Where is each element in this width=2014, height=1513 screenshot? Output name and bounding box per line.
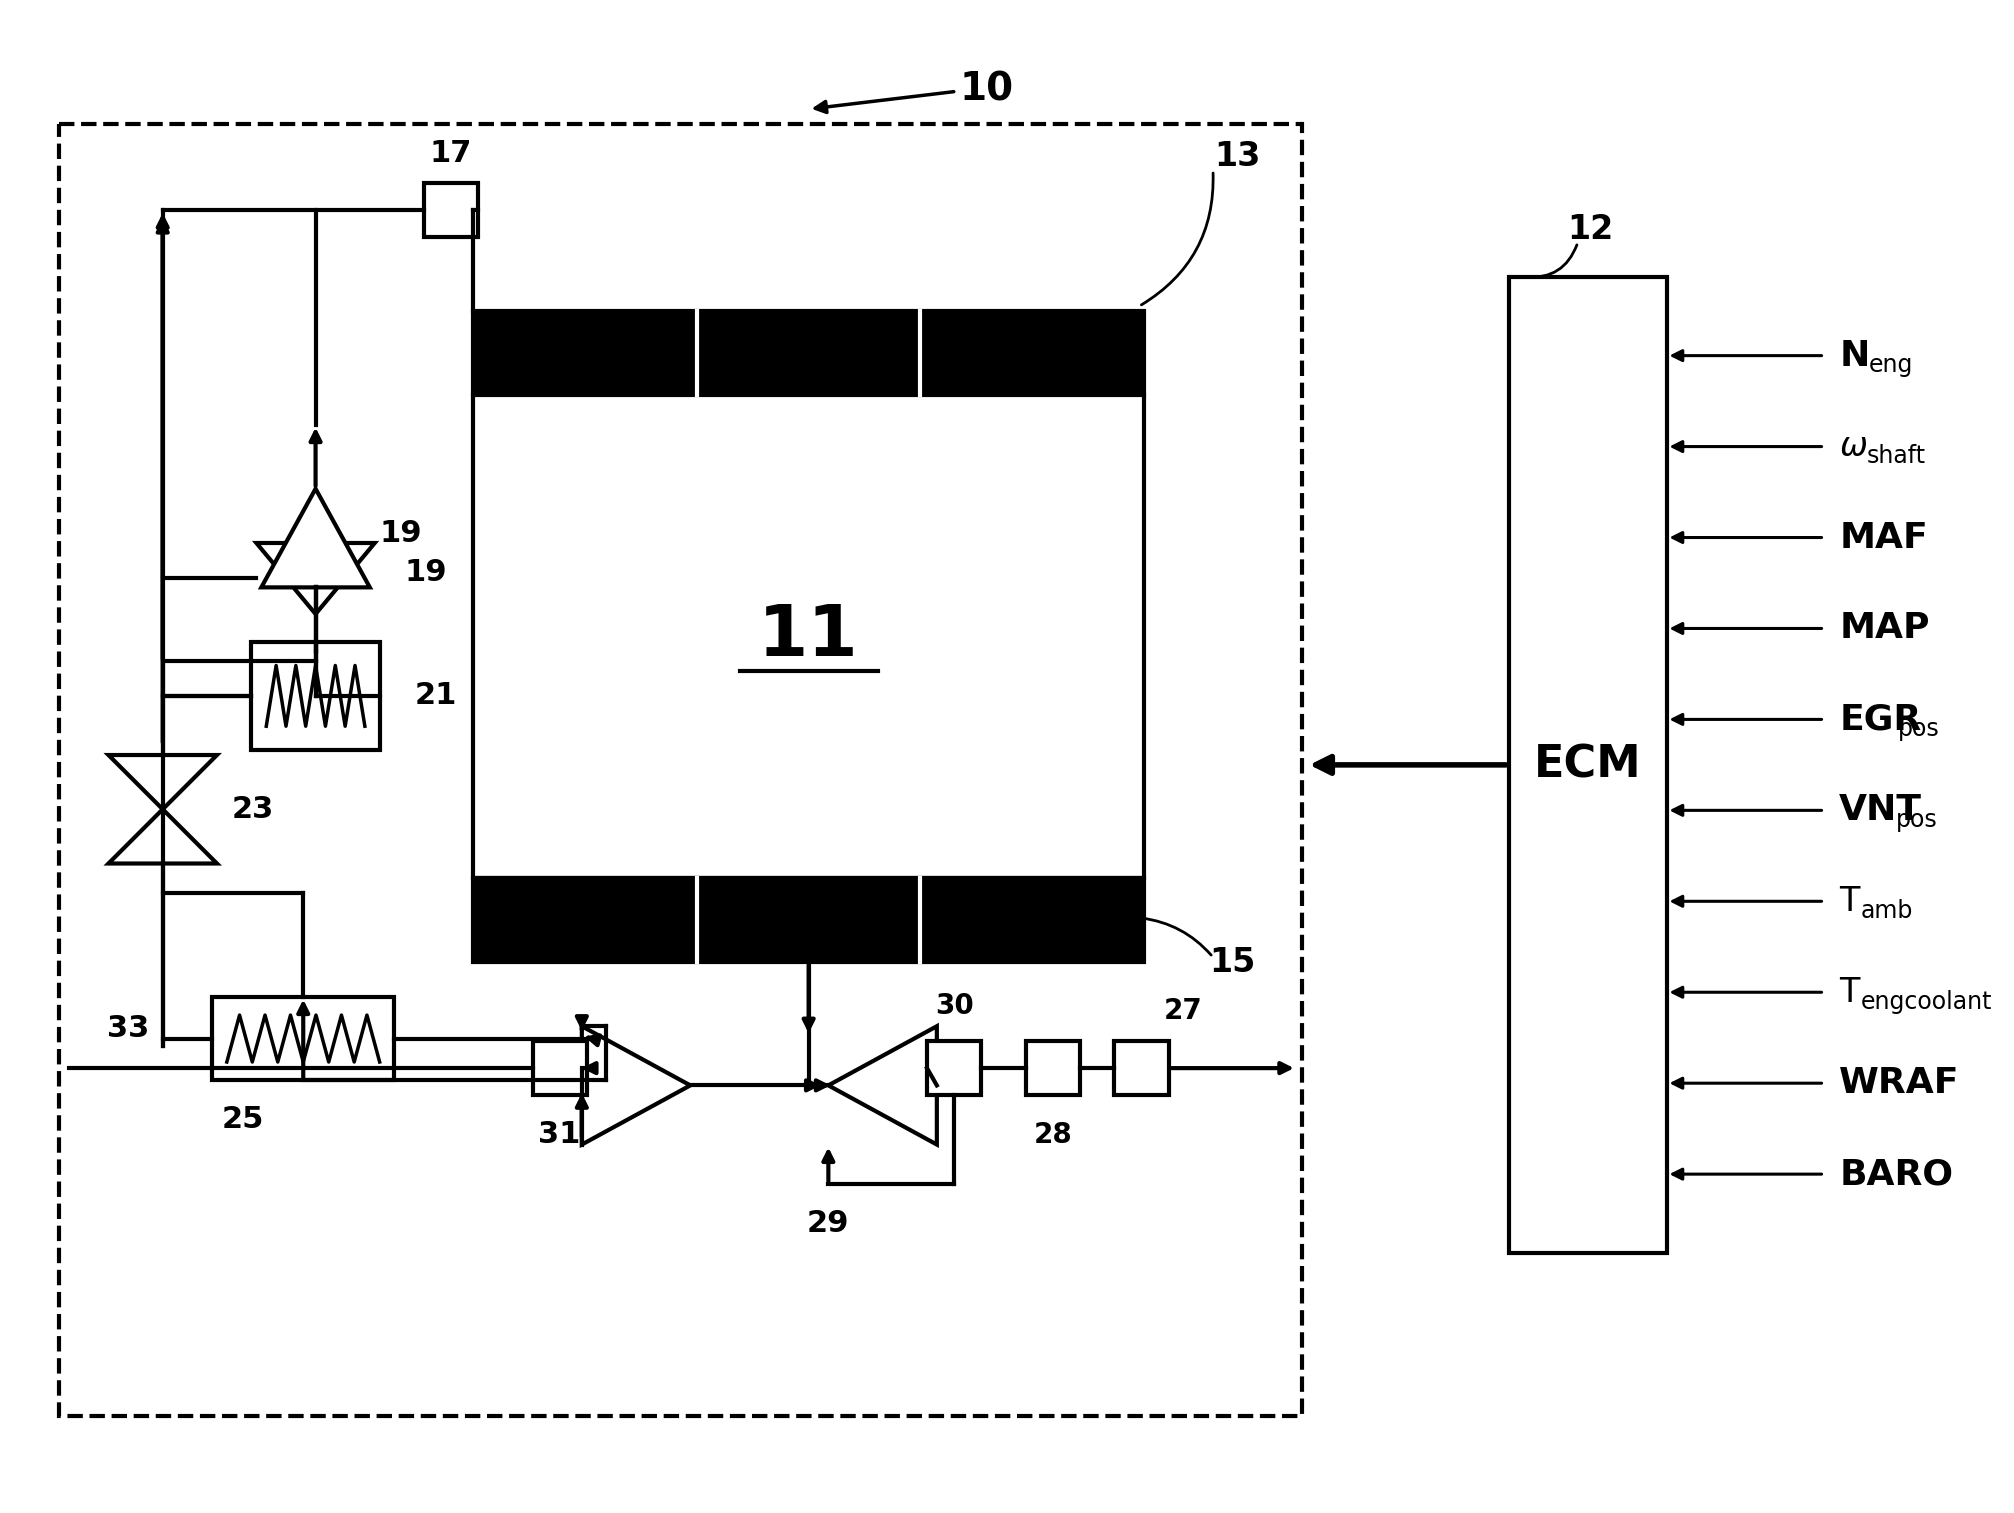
Text: T: T bbox=[1839, 885, 1859, 918]
Text: 21: 21 bbox=[415, 681, 457, 710]
Bar bbox=[1025, 1041, 1080, 1095]
Text: VNT: VNT bbox=[1839, 793, 1921, 828]
Bar bbox=[252, 642, 379, 750]
Text: EGR: EGR bbox=[1839, 702, 1921, 737]
Text: 27: 27 bbox=[1164, 997, 1202, 1026]
Text: eng: eng bbox=[1867, 354, 1911, 377]
Text: WRAF: WRAF bbox=[1839, 1067, 1960, 1100]
Text: T: T bbox=[1839, 976, 1859, 1009]
Bar bbox=[211, 997, 395, 1080]
Polygon shape bbox=[109, 755, 218, 809]
Text: 19: 19 bbox=[379, 519, 423, 548]
Polygon shape bbox=[582, 1026, 691, 1144]
Text: 13: 13 bbox=[1214, 139, 1261, 172]
Text: ω: ω bbox=[1839, 430, 1867, 463]
Bar bbox=[473, 395, 1144, 878]
Text: 25: 25 bbox=[222, 1106, 264, 1135]
Polygon shape bbox=[109, 809, 218, 864]
Text: 30: 30 bbox=[934, 993, 973, 1020]
Text: engcoolant: engcoolant bbox=[1861, 990, 1992, 1014]
Text: pos: pos bbox=[1897, 717, 1939, 741]
Polygon shape bbox=[828, 1026, 937, 1144]
Text: 28: 28 bbox=[1033, 1121, 1071, 1148]
Text: ECM: ECM bbox=[1533, 743, 1641, 787]
Polygon shape bbox=[262, 489, 371, 587]
Bar bbox=[926, 1041, 981, 1095]
Bar bbox=[58, 124, 1301, 1416]
Text: shaft: shaft bbox=[1865, 445, 1925, 469]
Text: 23: 23 bbox=[232, 794, 274, 823]
Text: 10: 10 bbox=[959, 71, 1013, 109]
Bar bbox=[423, 183, 477, 238]
Text: 33: 33 bbox=[107, 1014, 149, 1042]
Bar bbox=[473, 878, 1144, 962]
Text: amb: amb bbox=[1861, 899, 1913, 923]
Text: 12: 12 bbox=[1567, 213, 1613, 247]
Polygon shape bbox=[256, 543, 375, 614]
Bar bbox=[532, 1041, 586, 1095]
Text: MAP: MAP bbox=[1839, 611, 1929, 646]
Text: 15: 15 bbox=[1208, 946, 1255, 979]
Bar bbox=[1114, 1041, 1168, 1095]
Text: 29: 29 bbox=[808, 1209, 850, 1238]
Bar bbox=[473, 312, 1144, 395]
Bar bbox=[1508, 277, 1666, 1253]
Text: N: N bbox=[1839, 339, 1869, 372]
Text: 17: 17 bbox=[429, 139, 471, 168]
Text: 19: 19 bbox=[405, 558, 447, 587]
Text: BARO: BARO bbox=[1839, 1157, 1952, 1191]
Text: pos: pos bbox=[1895, 808, 1937, 832]
Text: MAF: MAF bbox=[1839, 520, 1927, 555]
Text: 11: 11 bbox=[757, 602, 858, 672]
Text: 31: 31 bbox=[538, 1120, 580, 1150]
